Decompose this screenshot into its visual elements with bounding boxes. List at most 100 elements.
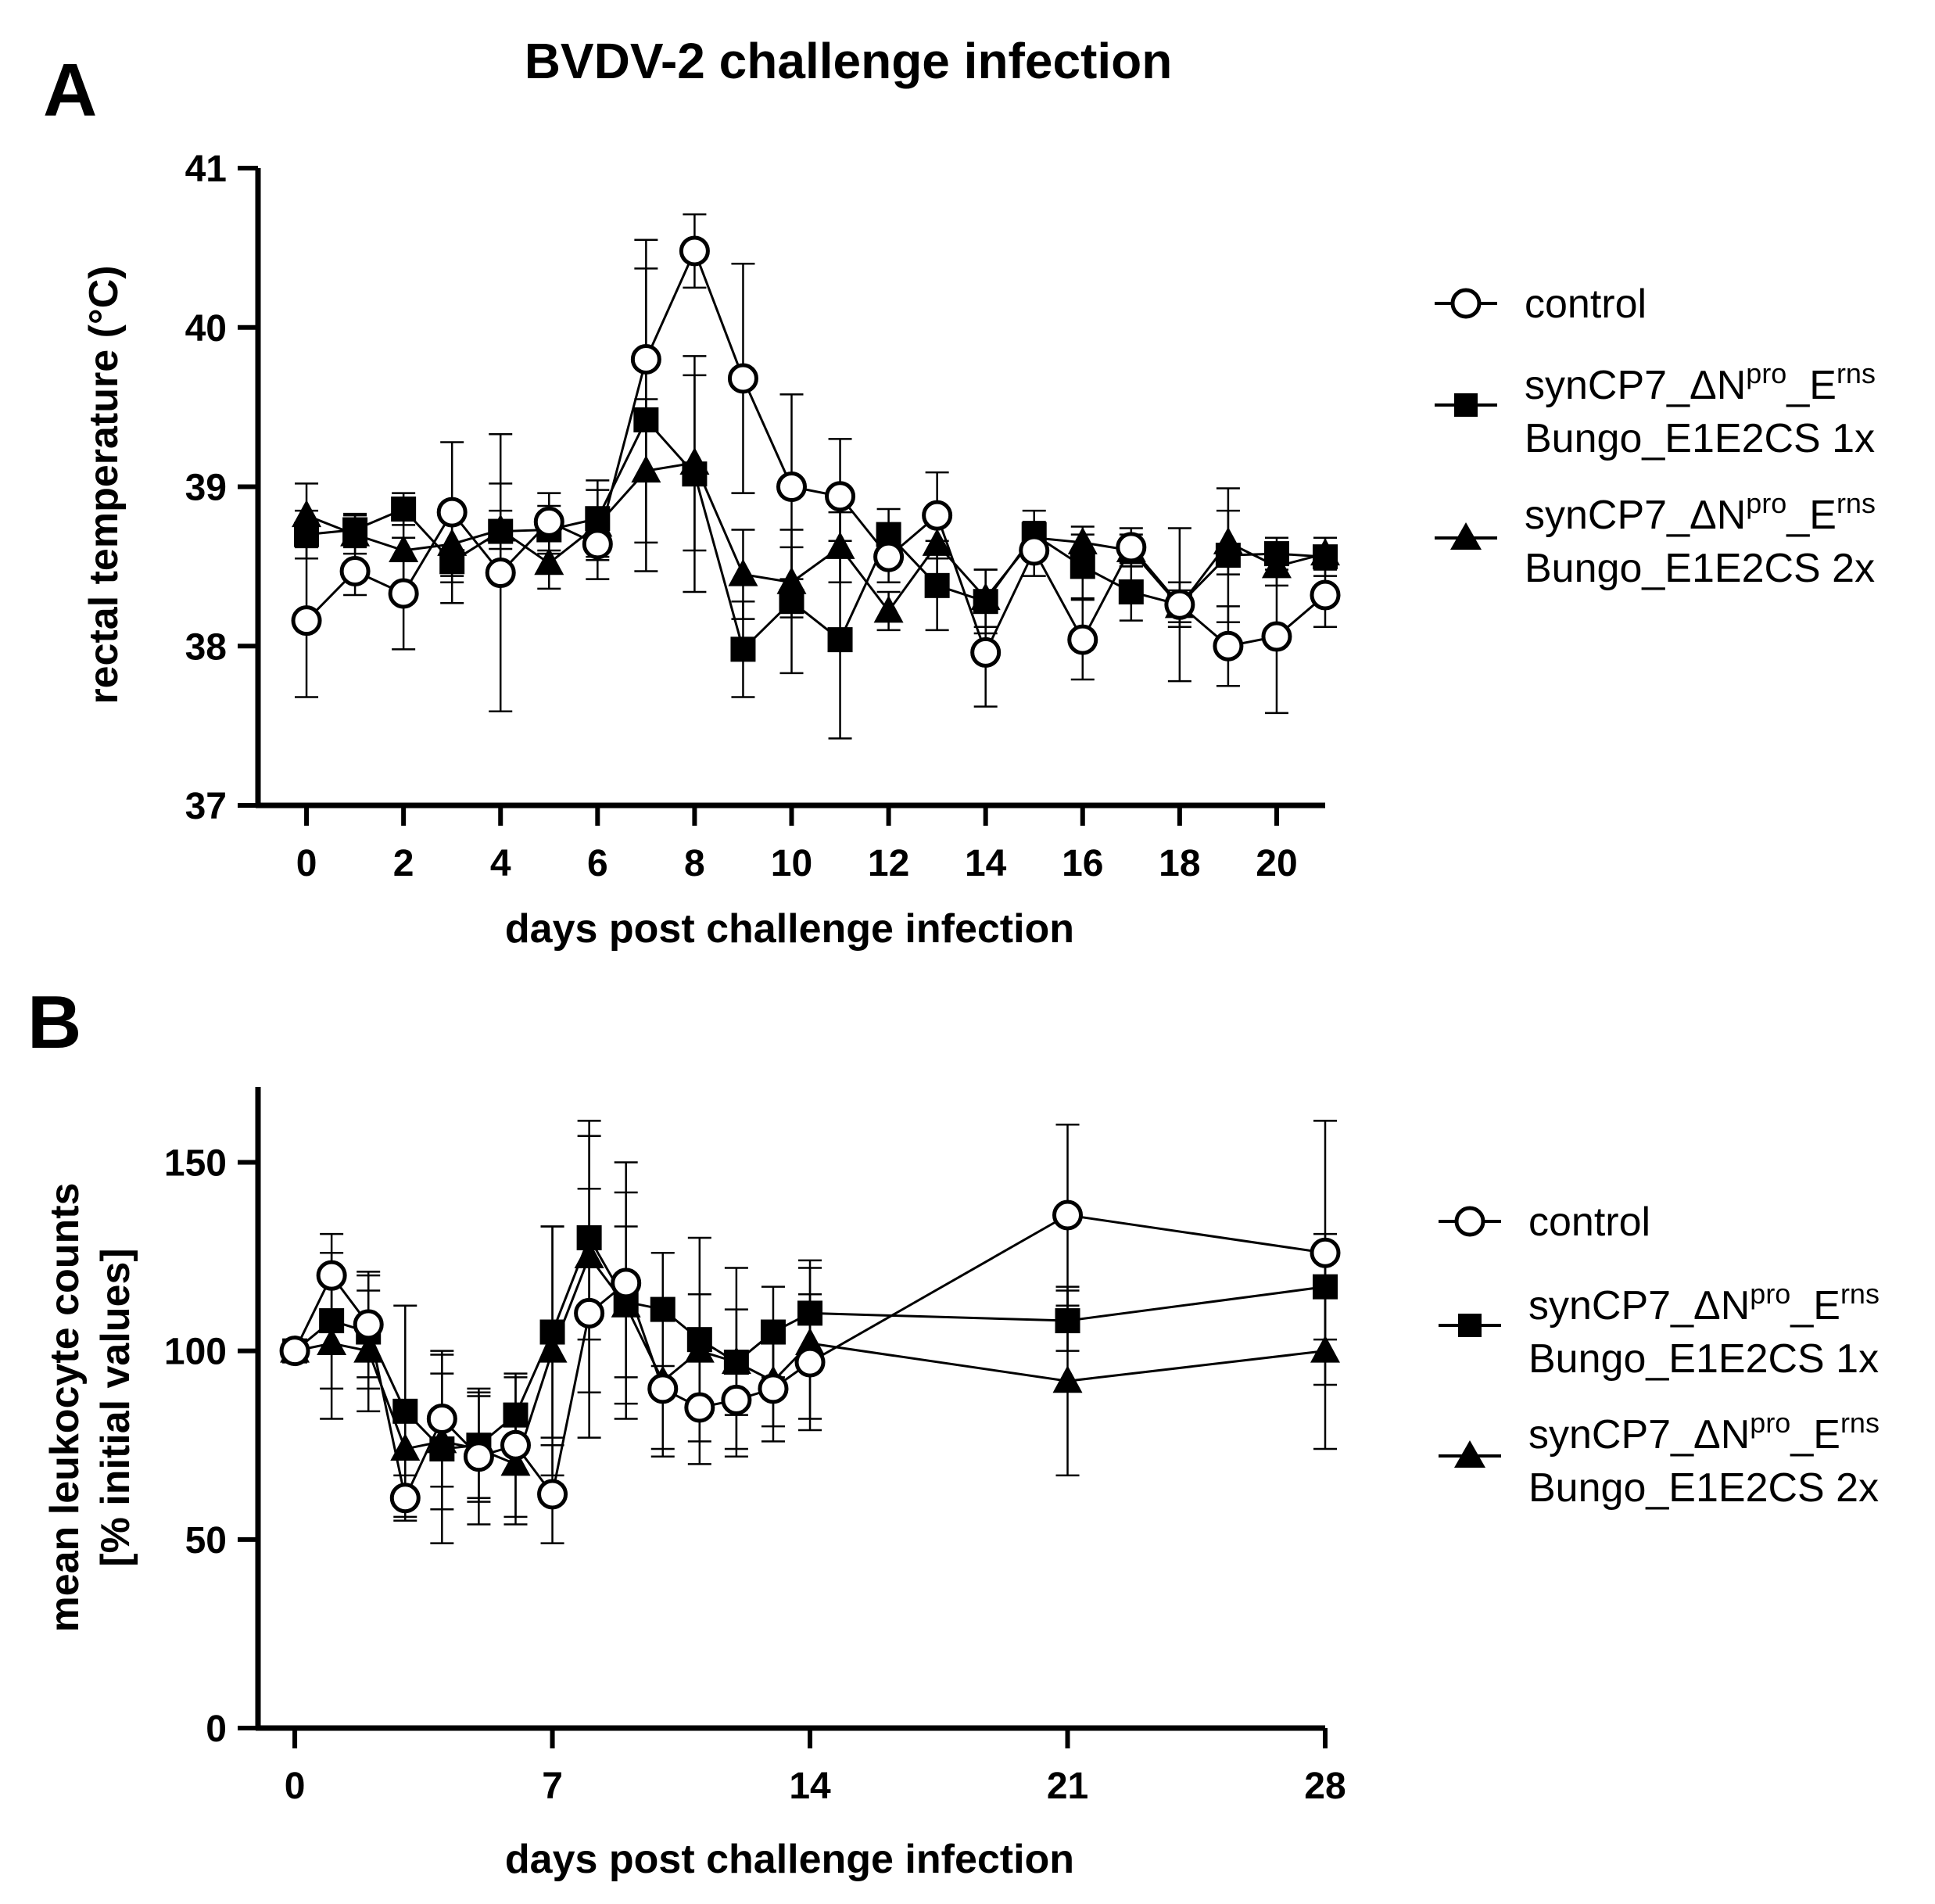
panel-b-point-control (758, 1373, 789, 1404)
panel-b-x-tick-label: 28 (1304, 1766, 1346, 1807)
panel-a-point-control (727, 363, 758, 394)
square-filled-icon (1458, 1314, 1482, 1337)
triangle-filled-icon (1450, 522, 1482, 550)
panel-a-x-tick-label: 10 (771, 843, 812, 884)
panel-a-point-control (1019, 535, 1050, 566)
panel-a-series (291, 213, 1341, 740)
panel-a-point-vac2 (776, 566, 807, 594)
panel-b-point-vac1 (503, 1402, 529, 1428)
panel-a-x-tick-label: 18 (1159, 843, 1200, 884)
panel-a-point-vac1 (730, 636, 756, 662)
panel-b-xlabel: days post challenge infection (505, 1837, 1074, 1882)
panel-b-point-control (426, 1403, 457, 1434)
panel-a-x-tick-label: 8 (684, 843, 705, 884)
panel-b-series (279, 1120, 1341, 1544)
panel-a-point-vac2 (970, 583, 1001, 611)
panel-b-point-control (1310, 1237, 1341, 1268)
panel-a-x-tick-label: 12 (868, 843, 909, 884)
panel-b-point-vac2 (574, 1241, 604, 1269)
panel-a-point-control (1310, 579, 1341, 611)
triangle-filled-icon (1454, 1440, 1485, 1468)
panel-b-point-vac2 (427, 1425, 457, 1454)
panel-a-point-control (970, 636, 1002, 668)
legend-b-item-vac2: synCP7_ΔNpro_Erns Bungo_E1E2CS 2x (1439, 1407, 1879, 1511)
panel-b-y-tick-label: 50 (185, 1520, 227, 1562)
panel-b-point-vac2 (721, 1346, 751, 1375)
panel-a-point-control (388, 578, 419, 609)
panel-a-point-vac2 (922, 528, 952, 556)
panel-a-point-vac2 (825, 531, 855, 559)
panel-a-xlabel: days post challenge infection (505, 906, 1074, 952)
legend-b-label-vac1-line1: synCP7_ΔNpro_Erns (1528, 1278, 1879, 1328)
panel-a-y-tick-label: 39 (185, 468, 227, 509)
panel-b-point-vac2 (317, 1328, 347, 1355)
panel-a-axes: 37 38 39 40 41 0 2 4 6 8 10 12 14 16 18 20 (185, 149, 1325, 884)
panel-b-ylabel-line2: [% initial values] (93, 1248, 138, 1566)
panel-b-x-tick-label: 0 (285, 1766, 306, 1807)
panel-a-point-vac1 (1118, 579, 1144, 604)
panel-a-point-control (1067, 624, 1098, 655)
panel-b-point-control (537, 1479, 568, 1510)
panel-b-point-vac2 (611, 1289, 641, 1318)
panel-b-point-vac2 (353, 1335, 384, 1363)
panel-b-point-vac2 (500, 1448, 531, 1476)
panel-b-y-tick-label: 0 (206, 1709, 227, 1750)
panel-b-point-control (574, 1297, 605, 1328)
panel-a-point-control (582, 529, 613, 560)
panel-a-point-vac2 (1310, 538, 1340, 566)
panel-b-y-tick-label: 100 (164, 1332, 227, 1373)
panel-a-chart: 37 38 39 40 41 0 2 4 6 8 10 12 14 16 18 20 days post ch… (81, 149, 1341, 952)
panel-b-point-control (353, 1309, 384, 1340)
legend-a-item-vac2: synCP7_ΔNpro_Erns Bungo_E1E2CS 2x (1435, 487, 1876, 591)
figure-title: BVDV-2 challenge infection (525, 33, 1173, 89)
legend-b-label-vac2-line1: synCP7_ΔNpro_Erns (1528, 1407, 1879, 1458)
panel-a-point-vac2 (873, 595, 904, 623)
legend-a-item-vac1: synCP7_ΔNpro_Erns Bungo_E1E2CS 1x (1435, 357, 1876, 461)
panel-a-point-vac2 (1067, 526, 1098, 554)
panel-a-legend: control synCP7_ΔNpro_Erns Bungo_E1E2CS 1… (1435, 281, 1876, 591)
panel-a-point-control (1164, 589, 1195, 620)
panel-b-point-control (316, 1260, 347, 1291)
panel-b-point-control (389, 1483, 421, 1514)
panel-b-point-vac2 (537, 1335, 568, 1363)
panel-b-point-vac1 (760, 1319, 786, 1345)
panel-b-point-vac1 (1313, 1274, 1338, 1300)
panel-b-point-vac1 (392, 1398, 418, 1424)
panel-a-point-control (485, 558, 516, 589)
panel-a-point-vac2 (534, 547, 564, 576)
panel-b-ylabel-line1: mean leukocyte counts (42, 1182, 88, 1632)
panel-b-point-control (1052, 1199, 1084, 1231)
legend-a-label-vac2-line2: Bungo_E1E2CS 2x (1525, 546, 1875, 591)
panel-a-point-control (339, 555, 371, 586)
panel-b-point-control (611, 1268, 642, 1299)
panel-b-point-vac2 (1052, 1365, 1083, 1393)
panel-a-point-vac2 (582, 509, 613, 537)
panel-a-point-vac1 (827, 627, 853, 653)
panel-label-b: B (27, 981, 81, 1064)
panel-a-point-control (436, 497, 468, 528)
panel-b-x-tick-label: 14 (789, 1766, 831, 1807)
panel-a-point-vac2 (631, 455, 661, 483)
panel-a-x-tick-label: 4 (490, 843, 511, 884)
panel-a-y-tick-label: 37 (185, 786, 227, 827)
panel-b-point-vac1 (797, 1300, 823, 1326)
panel-a-point-control (825, 481, 856, 512)
square-filled-icon (1454, 393, 1478, 417)
panel-b-point-control (279, 1336, 310, 1367)
panel-a-point-vac1 (391, 497, 417, 522)
panel-a-point-vac2 (292, 500, 322, 528)
circle-open-icon (1454, 1206, 1485, 1237)
panel-b-x-tick-label: 7 (542, 1766, 563, 1807)
panel-b-point-control (647, 1373, 679, 1404)
panel-a-point-control (922, 500, 953, 531)
panel-a-series-line-circle-open (305, 248, 1326, 656)
panel-b-point-control (794, 1346, 826, 1378)
panel-a-x-tick-label: 20 (1256, 843, 1297, 884)
panel-a-x-tick-label: 16 (1062, 843, 1103, 884)
panel-a-point-control (533, 506, 564, 537)
panel-b-point-control (684, 1392, 715, 1423)
panel-a-point-control (291, 605, 322, 636)
legend-b-item-vac1: synCP7_ΔNpro_Erns Bungo_E1E2CS 1x (1439, 1278, 1879, 1382)
panel-a-point-control (1261, 621, 1292, 652)
